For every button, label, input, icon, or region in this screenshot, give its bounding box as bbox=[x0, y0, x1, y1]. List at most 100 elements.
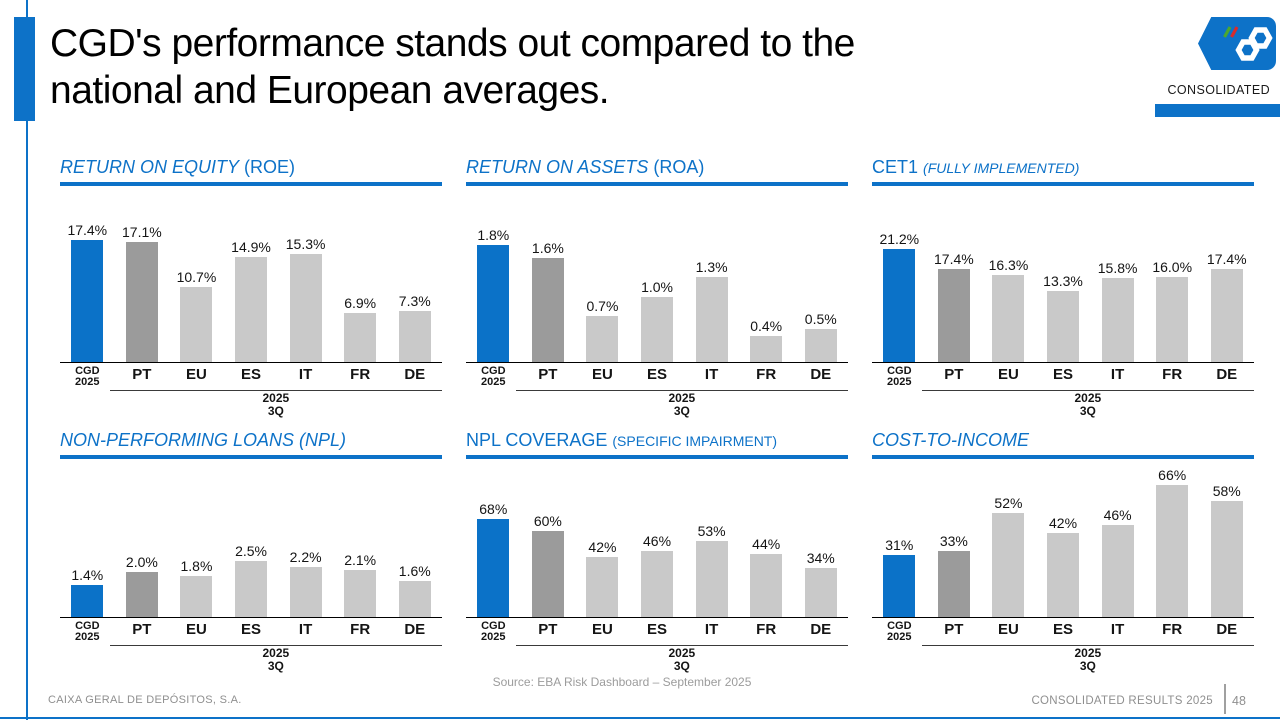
group-axis: 2025 3Q bbox=[466, 390, 848, 418]
slide-title-line2: national and European averages. bbox=[50, 69, 610, 112]
bar-value-label: 31% bbox=[885, 537, 914, 553]
bar bbox=[477, 244, 510, 362]
consolidated-underline bbox=[1155, 104, 1280, 117]
group-period-quarter: 3Q bbox=[1079, 404, 1096, 418]
bar bbox=[1156, 276, 1189, 362]
x-label-cgd-line1: CGD bbox=[887, 620, 912, 632]
x-label-country: DE bbox=[1216, 366, 1238, 383]
x-label-cgd: CGD 2025 bbox=[466, 366, 521, 388]
bar bbox=[1101, 525, 1134, 617]
consolidated-label: CONSOLIDATED bbox=[1167, 83, 1270, 97]
chart-title-paren: (SPECIFIC IMPAIRMENT) bbox=[612, 433, 778, 449]
bar-group: 52% bbox=[981, 495, 1036, 617]
x-label-cgd-line2: 2025 bbox=[481, 376, 506, 388]
group-period-year: 2025 bbox=[1074, 391, 1102, 405]
bar bbox=[750, 553, 783, 617]
bar bbox=[1101, 277, 1134, 362]
x-label-country: DE bbox=[810, 366, 832, 383]
bar bbox=[641, 296, 674, 362]
bar-value-label: 58% bbox=[1212, 483, 1241, 499]
plot-area: 68% 60% 42% 46% 53% 44% 34% bbox=[466, 459, 848, 618]
chart-title-main: CET1 bbox=[872, 157, 919, 177]
chart-title-underline bbox=[872, 455, 1254, 459]
plot-area: 21.2% 17.4% 16.3% 13.3% 15.8% 16.0% 17.4% bbox=[872, 186, 1254, 363]
bar-group: 7.3% bbox=[387, 293, 442, 362]
chart-cost-to-income: COST-TO-INCOME 31% 33% 52% 42% 46% 66% 58% CGD 20… bbox=[872, 430, 1254, 673]
bar bbox=[180, 576, 213, 617]
bar-value-label: 6.9% bbox=[344, 295, 377, 312]
bar-value-label: 1.8% bbox=[477, 226, 510, 243]
bar-group: 53% bbox=[684, 523, 739, 617]
bar bbox=[804, 329, 837, 362]
bar-group: 0.4% bbox=[739, 318, 794, 362]
group-period-label: 2025 3Q bbox=[110, 392, 442, 418]
x-label-country: FR bbox=[350, 366, 371, 383]
x-label-cgd-line2: 2025 bbox=[887, 376, 912, 388]
x-label-country: FR bbox=[756, 621, 777, 638]
bar-group: 66% bbox=[1145, 467, 1200, 617]
bar-value-label: 34% bbox=[806, 550, 835, 567]
chart-title-paren: (NPL) bbox=[299, 430, 347, 450]
flag-slashes-icon bbox=[1223, 26, 1239, 38]
bar bbox=[992, 513, 1025, 617]
bar bbox=[398, 580, 431, 617]
bar bbox=[477, 519, 510, 617]
x-axis-labels: CGD 2025 PT EU ES IT FR DE bbox=[466, 366, 848, 388]
bar-value-label: 1.6% bbox=[531, 239, 564, 256]
bar bbox=[289, 567, 322, 617]
bar-group: 16.3% bbox=[981, 257, 1036, 362]
bar-value-label: 68% bbox=[479, 501, 508, 518]
bar-value-label: 1.6% bbox=[398, 562, 431, 579]
bar bbox=[1047, 291, 1080, 362]
bar-group: 2.1% bbox=[333, 552, 388, 617]
chart-title: CET1 (FULLY IMPLEMENTED) bbox=[872, 157, 1254, 179]
group-period-label: 2025 3Q bbox=[110, 647, 442, 673]
x-label-country: PT bbox=[944, 366, 964, 383]
bar-group: 1.4% bbox=[60, 567, 115, 617]
x-label-country: EU bbox=[592, 621, 613, 638]
bar bbox=[180, 286, 213, 362]
bar-group: 58% bbox=[1199, 483, 1254, 617]
bar-value-label: 13.3% bbox=[1043, 273, 1083, 290]
bar-group: 44% bbox=[739, 536, 794, 617]
bar bbox=[1047, 533, 1080, 617]
bar-group: 1.8% bbox=[169, 558, 224, 617]
bar-group: 17.4% bbox=[60, 222, 115, 362]
page-number: 48 bbox=[1232, 694, 1246, 708]
x-label-country: DE bbox=[810, 621, 832, 638]
bar-value-label: 46% bbox=[1103, 507, 1132, 523]
group-axis-line bbox=[515, 390, 848, 391]
bar-group: 42% bbox=[575, 539, 630, 617]
x-label-cgd-line1: CGD bbox=[481, 620, 506, 632]
bar bbox=[695, 277, 728, 362]
x-axis-labels: CGD 2025 PT EU ES IT FR DE bbox=[60, 621, 442, 643]
bar-group: 17.1% bbox=[115, 224, 170, 362]
bar bbox=[125, 571, 158, 617]
bar-value-label: 33% bbox=[939, 533, 968, 549]
chart-title-paren: (FULLY IMPLEMENTED) bbox=[923, 160, 1080, 176]
x-label-country: FR bbox=[350, 621, 371, 638]
x-label-cgd-line1: CGD bbox=[75, 620, 100, 632]
cgd-logo-icon bbox=[1235, 27, 1273, 61]
cgd-logo-badge bbox=[1198, 17, 1276, 70]
bar-value-label: 15.8% bbox=[1097, 259, 1138, 276]
bar bbox=[235, 257, 268, 362]
bar bbox=[937, 269, 970, 362]
bar bbox=[71, 585, 104, 617]
bar-value-label: 1.0% bbox=[641, 278, 673, 295]
bar-group: 33% bbox=[927, 533, 982, 617]
bar bbox=[1210, 501, 1243, 617]
x-label-country: ES bbox=[647, 366, 668, 383]
chart-title-underline bbox=[872, 182, 1254, 186]
bar-group: 14.9% bbox=[224, 239, 279, 362]
bar bbox=[531, 530, 564, 617]
bar bbox=[344, 313, 377, 362]
group-axis: 2025 3Q bbox=[872, 645, 1254, 673]
bar-value-label: 2.1% bbox=[344, 551, 377, 568]
bar-group: 46% bbox=[1090, 507, 1145, 617]
x-label-country: FR bbox=[1162, 621, 1183, 638]
bar bbox=[289, 254, 322, 362]
x-axis-labels: CGD 2025 PT EU ES IT FR DE bbox=[466, 621, 848, 643]
x-label-country: DE bbox=[1216, 621, 1238, 638]
bar bbox=[398, 310, 431, 362]
